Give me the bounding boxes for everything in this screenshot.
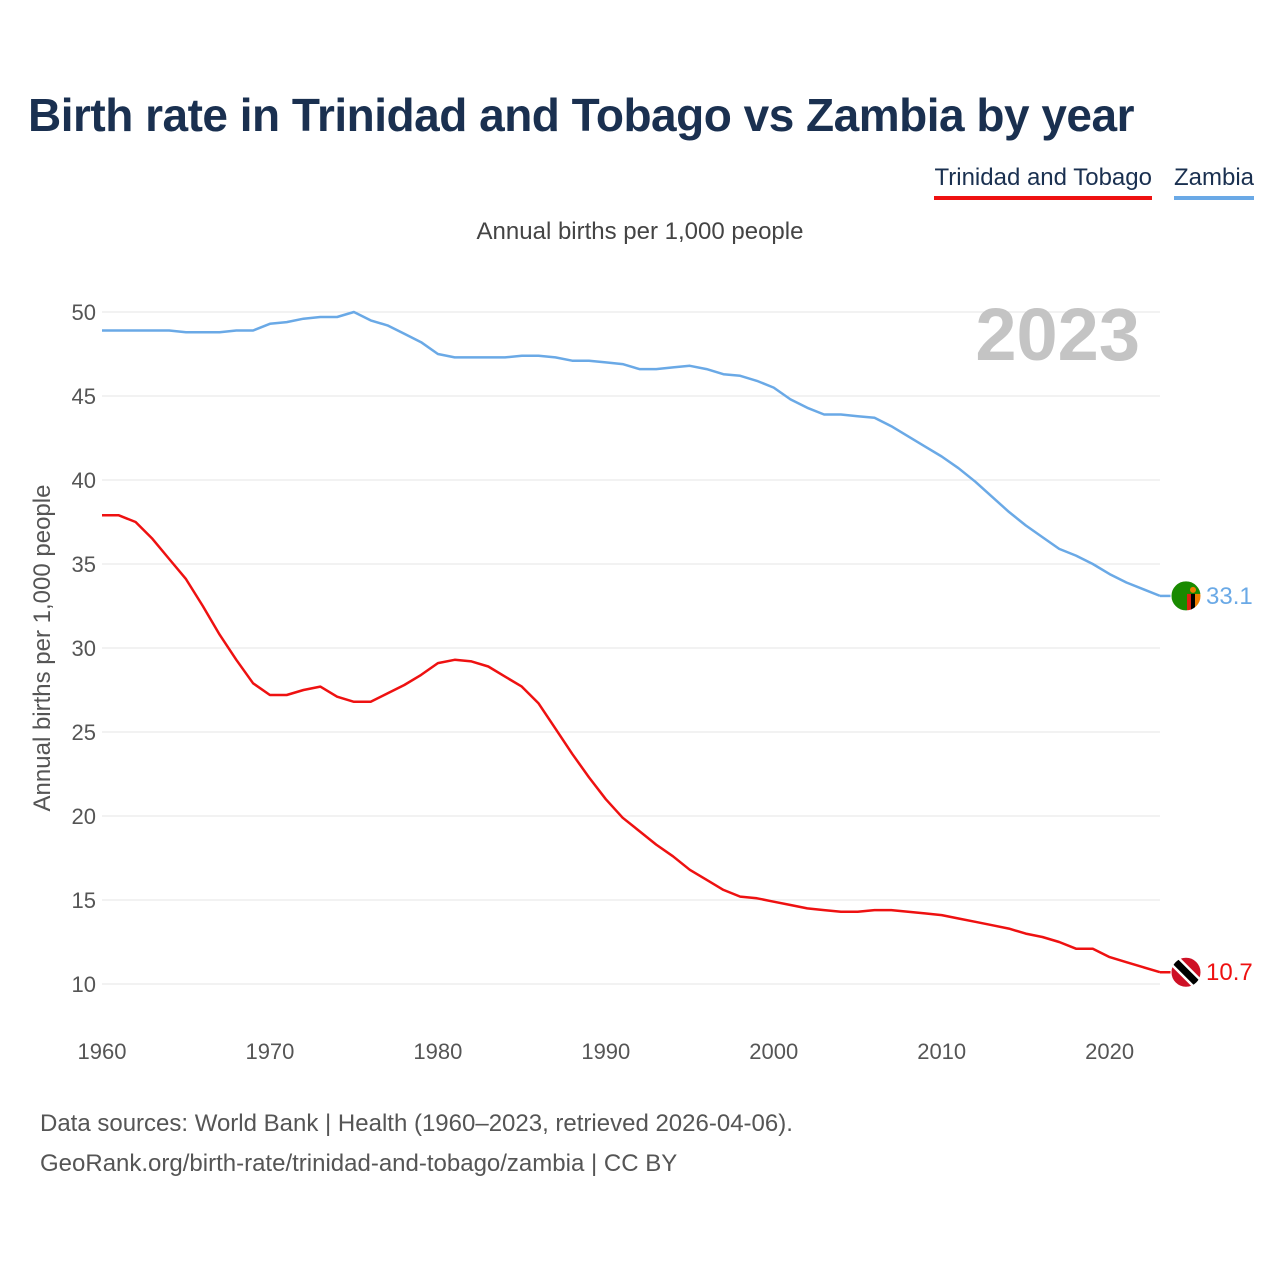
year-watermark: 2023	[975, 293, 1140, 376]
footer-url: GeoRank.org/birth-rate/trinidad-and-toba…	[40, 1150, 678, 1177]
x-tick-label-1960: 1960	[78, 1039, 127, 1064]
chart-subtitle: Annual births per 1,000 people	[476, 218, 804, 245]
end-label-zambia: 33.1	[1206, 583, 1253, 610]
y-tick-label-10: 10	[72, 972, 96, 997]
x-tick-label-1980: 1980	[413, 1039, 462, 1064]
chart-title: Birth rate in Trinidad and Tobago vs Zam…	[28, 89, 1135, 141]
y-tick-label-35: 35	[72, 552, 96, 577]
legend: Trinidad and Tobago Zambia	[934, 164, 1254, 200]
legend-item-zambia[interactable]: Zambia	[1173, 164, 1254, 200]
x-tick-label-1990: 1990	[581, 1039, 630, 1064]
y-tick-label-15: 15	[72, 888, 96, 913]
line-chart: 10 15 20 25 30 35 40 45 50 1960 1970 1980 1990 2000 2…	[29, 293, 1253, 1064]
y-tick-label-20: 20	[72, 804, 96, 829]
flag-trinidad-and-tobago-icon	[1170, 956, 1202, 988]
y-tick-label-40: 40	[72, 468, 96, 493]
y-tick-label-50: 50	[72, 300, 96, 325]
x-tick-label-1970: 1970	[245, 1039, 294, 1064]
footer-sources: Data sources: World Bank | Health (1960–…	[40, 1110, 793, 1137]
series-line-zambia	[102, 310, 1161, 598]
y-axis-ticks: 10 15 20 25 30 35 40 45 50	[72, 300, 96, 997]
x-tick-label-2020: 2020	[1085, 1039, 1134, 1064]
end-markers: 10.7 33.1	[1160, 580, 1253, 988]
x-axis-ticks: 1960 1970 1980 1990 2000 2010 2020	[78, 1039, 1135, 1064]
y-tick-label-45: 45	[72, 384, 96, 409]
end-label-trinidad-and-tobago: 10.7	[1206, 959, 1253, 986]
series-line-trinidad-and-tobago	[102, 514, 1161, 974]
gridlines	[102, 311, 1160, 985]
y-tick-label-25: 25	[72, 720, 96, 745]
flag-zambia-icon	[1170, 580, 1202, 612]
x-tick-label-2000: 2000	[749, 1039, 798, 1064]
footer: Data sources: World Bank | Health (1960–…	[40, 1104, 793, 1184]
legend-item-trinidad-and-tobago[interactable]: Trinidad and Tobago	[934, 164, 1152, 200]
x-tick-label-2010: 2010	[917, 1039, 966, 1064]
y-tick-label-30: 30	[72, 636, 96, 661]
series-lines	[102, 310, 1161, 974]
y-axis-label: Annual births per 1,000 people	[29, 485, 56, 812]
